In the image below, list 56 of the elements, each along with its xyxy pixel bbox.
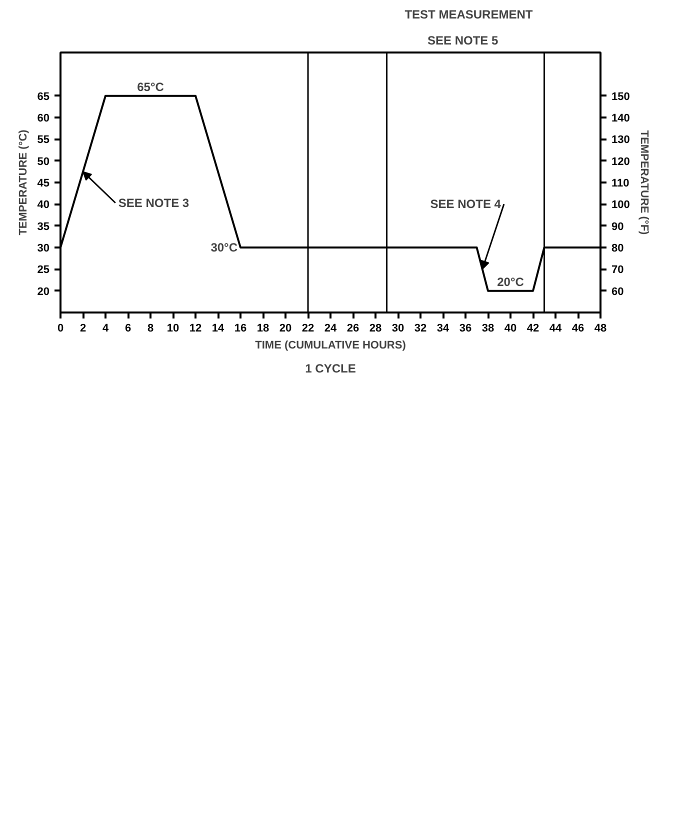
- x-tick-label: 12: [189, 322, 202, 334]
- y-tick-label: 60: [37, 112, 50, 124]
- y2-tick-label: 110: [612, 178, 630, 190]
- x-tick-label: 48: [594, 322, 607, 334]
- annotation: SEE NOTE 3: [118, 196, 190, 210]
- x-tick-label: 18: [256, 322, 270, 334]
- annotation: SEE NOTE 4: [430, 197, 502, 212]
- y2-tick-label: 150: [612, 90, 630, 103]
- y2-tick-label: 80: [612, 242, 624, 254]
- annotation: 20°C: [497, 274, 524, 289]
- x-tick-label: 14: [212, 322, 225, 334]
- x-tick-label: 10: [166, 322, 180, 334]
- x-tick-label: 32: [414, 322, 427, 334]
- y2-axis-title: TEMPERATURE (°F): [638, 130, 650, 236]
- y-tick-label: 55: [37, 134, 50, 146]
- x-tick-label: 38: [482, 322, 494, 334]
- y-tick-label: 30: [37, 242, 50, 254]
- annotation: 30°C: [210, 240, 238, 254]
- text: 1 CYCLE: [305, 362, 356, 376]
- x-tick-label: 6: [124, 322, 132, 334]
- x-axis-title: TIME (CUMULATIVE HOURS): [255, 340, 406, 352]
- y-tick-label: 25: [37, 264, 50, 276]
- x-tick-label: 44: [549, 322, 562, 334]
- x-tick-label: 4: [102, 322, 110, 334]
- x-tick-label: 16: [234, 322, 247, 334]
- x-tick-label: 42: [526, 322, 540, 334]
- y2-tick-label: 140: [612, 112, 630, 124]
- x-tick-label: 28: [369, 322, 382, 334]
- annotation: 65°C: [137, 80, 164, 94]
- x-tick-label: 34: [436, 322, 450, 334]
- x-tick-label: 2: [80, 322, 86, 334]
- y-tick-label: 50: [37, 156, 50, 168]
- text: SEE NOTE 5: [428, 34, 499, 48]
- x-tick-label: 36: [459, 322, 472, 334]
- y2-tick-label: 60: [612, 286, 624, 298]
- x-tick-label: 26: [346, 322, 360, 334]
- y-axis-title: TEMPERATURE (°C): [17, 129, 30, 236]
- x-tick-label: 24: [324, 322, 338, 334]
- y-tick-label: 20: [37, 286, 50, 298]
- y2-tick-label: 130: [612, 134, 630, 146]
- y-tick-label: 65: [37, 90, 50, 103]
- x-tick-label: 8: [147, 322, 154, 334]
- y2-tick-label: 70: [612, 264, 624, 276]
- x-tick-label: 46: [572, 322, 584, 334]
- x-tick-label: 20: [279, 322, 292, 334]
- y2-tick-label: 120: [612, 156, 630, 168]
- x-tick-label: 0: [57, 322, 64, 334]
- text: TEST MEASUREMENT: [404, 8, 534, 22]
- x-tick-label: 22: [302, 322, 314, 334]
- y2-tick-label: 90: [612, 220, 624, 233]
- y-tick-label: 40: [37, 199, 50, 212]
- y2-tick-label: 100: [612, 199, 630, 212]
- y-tick-label: 45: [37, 178, 50, 190]
- x-tick-label: 30: [392, 322, 404, 334]
- y-tick-label: 35: [37, 220, 50, 233]
- x-tick-label: 40: [504, 322, 517, 334]
